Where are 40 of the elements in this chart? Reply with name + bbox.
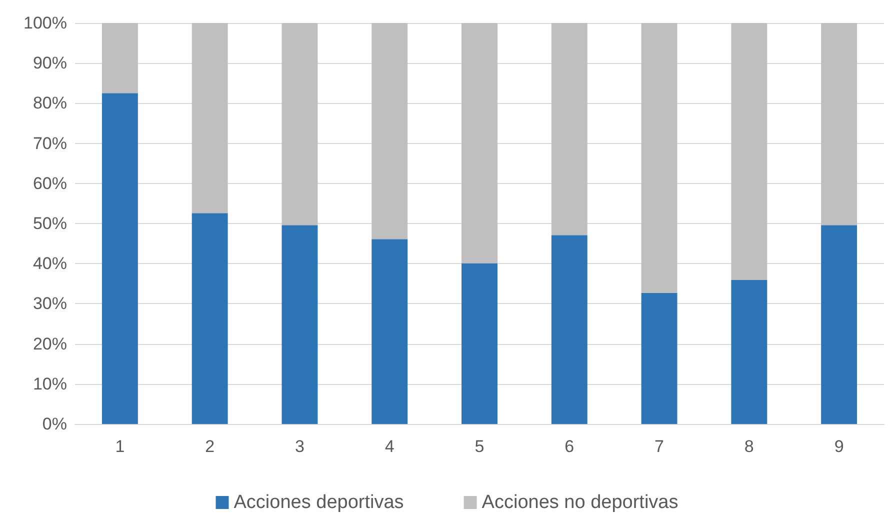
bar [731,280,768,424]
bar [192,23,228,214]
x-tick-label: 1 [115,437,125,456]
y-tick-label: 70% [32,134,67,153]
bar [102,23,138,94]
x-tick-label: 3 [294,437,304,456]
y-tick-label: 80% [32,94,67,113]
bar [641,23,678,293]
y-tick-label: 50% [32,214,67,233]
bar [192,213,228,424]
bar [462,263,498,424]
bar [282,23,318,226]
x-tick-label: 2 [205,437,215,456]
bar [731,23,768,280]
y-tick-label: 90% [32,54,67,73]
bar [551,235,588,424]
bar [462,23,498,264]
x-tick-label: 4 [384,437,394,456]
x-tick-label: 7 [654,437,664,456]
bar [821,23,858,226]
legend-label: Acciones deportivas [234,492,404,513]
bar [641,292,678,424]
y-tick-label: 0% [42,414,67,434]
x-tick-label: 8 [744,437,754,456]
y-tick-label: 40% [32,254,67,274]
y-tick-label: 30% [32,294,67,314]
bar [551,23,588,236]
bar [372,239,408,424]
y-tick-label: 10% [32,374,67,394]
y-tick-label: 60% [32,174,67,193]
bar [102,93,138,424]
bar [372,23,408,240]
bar [821,225,858,424]
y-tick-label: 20% [32,334,67,354]
x-tick-label: 5 [474,437,484,456]
y-tick-label: 100% [24,14,67,32]
legend-label: Acciones no deportivas [482,492,678,513]
x-tick-label: 6 [564,437,574,456]
bar [282,225,318,424]
x-tick-label: 9 [834,437,844,456]
